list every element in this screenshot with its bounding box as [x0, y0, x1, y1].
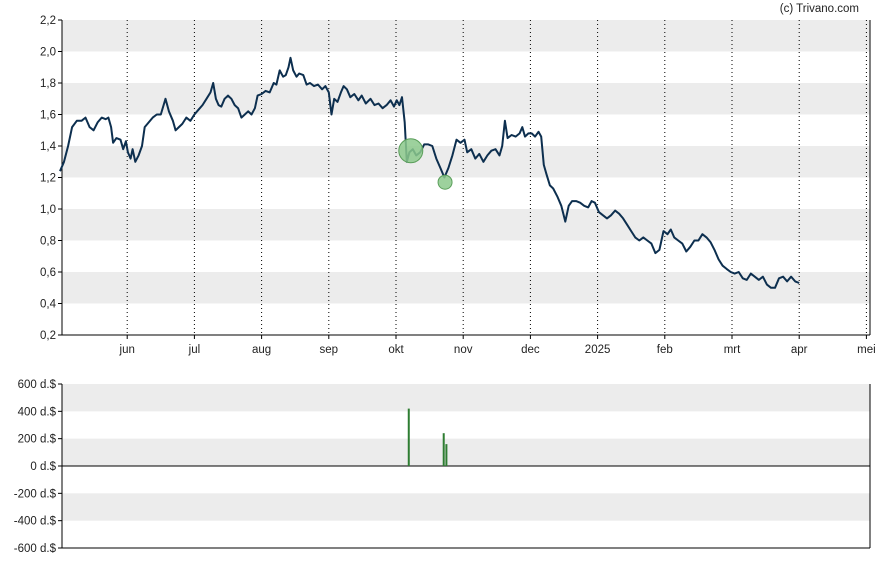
price-x-tick-label: sep — [320, 344, 339, 356]
volume-bar — [445, 444, 448, 466]
price-x-tick-label: jun — [119, 344, 135, 356]
volume-y-tick-label: 0 d.$ — [30, 461, 56, 473]
price-x-tick-label: mei — [857, 344, 876, 356]
volume-y-tick-label: 600 d.$ — [18, 379, 57, 391]
volume-y-tick-label: -600 d.$ — [14, 543, 57, 555]
credit-label: (c) Trivano.com — [780, 3, 859, 15]
price-y-tick-label: 0,4 — [40, 299, 57, 311]
price-panel: 0,2 0,4 0,6 0,8 1,0 1,2 1,4 1,6 1,8 2,0 2,2 jun jul a… — [40, 15, 876, 356]
price-x-tick-label: dec — [521, 344, 540, 356]
price-marker — [437, 174, 453, 190]
price-x-tick-label: okt — [388, 344, 404, 356]
volume-band — [62, 384, 870, 412]
volume-y-tick-label: 200 d.$ — [18, 434, 57, 446]
price-x-tick-label: jul — [188, 344, 201, 356]
price-band — [62, 272, 870, 304]
price-band — [62, 209, 870, 241]
price-y-tick-label: 1,6 — [40, 110, 56, 122]
volume-y-tick-label: 400 d.$ — [18, 406, 57, 418]
price-marker — [398, 138, 424, 164]
price-x-tick-label: 2025 — [585, 344, 611, 356]
volume-y-tick-label: -200 d.$ — [14, 488, 57, 500]
price-x-tick-label: feb — [657, 344, 673, 356]
price-y-tick-label: 1,2 — [40, 173, 56, 185]
price-band — [62, 83, 870, 115]
price-x-tick-label: nov — [454, 344, 473, 356]
price-x-tick-label: aug — [252, 344, 271, 356]
volume-band — [62, 493, 870, 521]
volume-panel: 600 d.$ 400 d.$ 200 d.$ 0 d.$ -200 d.$ -400 d… — [14, 379, 871, 555]
price-band — [62, 20, 870, 52]
volume-bar — [442, 433, 445, 466]
volume-band — [62, 438, 870, 466]
price-y-tick-label: 1,4 — [40, 141, 57, 153]
price-y-tick-label: 0,2 — [40, 330, 56, 342]
price-y-tick-label: 1,8 — [40, 78, 56, 90]
volume-bar — [407, 408, 410, 466]
price-y-tick-label: 0,6 — [40, 267, 56, 279]
volume-y-tick-label: -400 d.$ — [14, 516, 57, 528]
price-x-tick-label: mrt — [724, 344, 741, 356]
price-y-tick-label: 2,2 — [40, 15, 56, 27]
price-y-tick-label: 2,0 — [40, 47, 56, 59]
price-y-tick-label: 0,8 — [40, 236, 56, 248]
price-y-tick-label: 1,0 — [40, 204, 56, 216]
price-x-tick-label: apr — [791, 344, 808, 356]
